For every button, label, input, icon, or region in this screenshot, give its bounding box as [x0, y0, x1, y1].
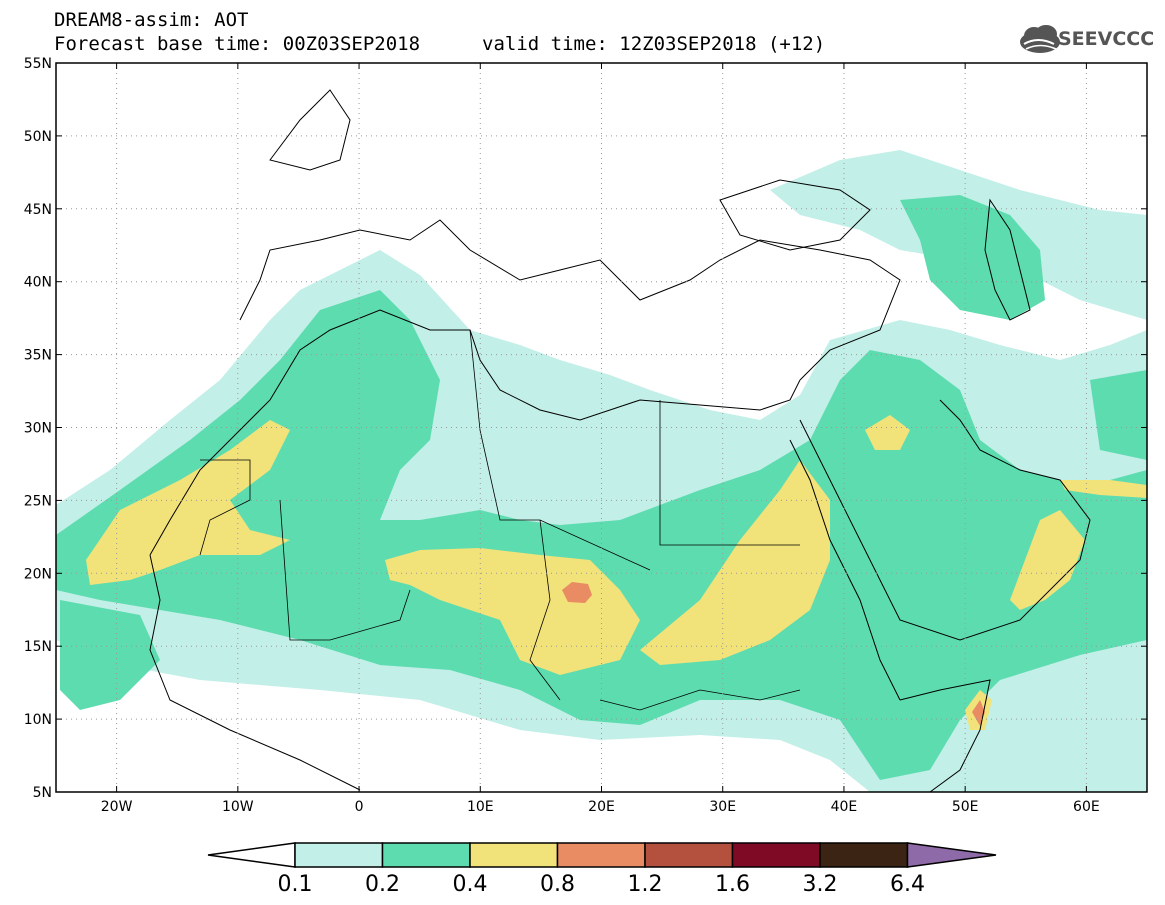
aot-field-0.4-gulf	[1060, 480, 1147, 498]
cloud-icon	[1020, 25, 1060, 53]
border-3	[659, 400, 800, 546]
lat-tick-label: 45N	[24, 202, 52, 218]
forecast-base-time: Forecast base time: 00Z03SEP2018	[54, 33, 421, 55]
lat-tick-label: 50N	[24, 129, 52, 145]
aot-field-0.2-west	[60, 600, 160, 710]
lat-tick-label: 55N	[24, 56, 52, 72]
aot-field-0.2-caspian	[900, 195, 1045, 320]
lat-tick-label: 25N	[24, 493, 52, 509]
border-4	[469, 329, 651, 571]
aot-field-0.4-sudan	[640, 460, 830, 665]
aot-contours	[56, 150, 1147, 792]
lon-tick-label: 30E	[709, 799, 736, 815]
colorbar-level-label: 0.2	[365, 872, 400, 897]
coastlines	[149, 89, 1091, 792]
lon-tick-label: 40E	[831, 799, 858, 815]
lon-tick-label: 50E	[952, 799, 979, 815]
colorbar-segment	[469, 842, 559, 868]
coast-red-sea	[789, 439, 901, 701]
colorbar-segment	[731, 842, 821, 868]
coast-horn	[899, 679, 991, 792]
aot-field-0.4-oman	[1010, 510, 1085, 610]
colorbar-segment	[294, 842, 384, 868]
lon-tick-label: 10W	[222, 799, 254, 815]
lat-tick-label: 30N	[24, 421, 52, 437]
colorbar-level-label: 0.4	[452, 872, 488, 897]
colorbar-level-label: 1.2	[627, 872, 663, 897]
coast-africa-west	[149, 554, 361, 791]
colorbar-level-label: 0.8	[540, 872, 575, 897]
aot-field-0.8-chad	[562, 582, 592, 603]
aot-field-0.2	[56, 290, 1147, 780]
aot-field-0.4-west	[86, 420, 290, 585]
lon-tick-label: 0	[355, 799, 364, 815]
lat-tick-label: 5N	[33, 785, 52, 801]
colorbar-level-label: 1.6	[715, 872, 750, 897]
border-1	[279, 499, 411, 641]
coast-black-sea	[719, 179, 871, 251]
coast-europe	[239, 219, 901, 381]
border-5	[199, 459, 251, 556]
colorbar-segment	[644, 842, 734, 868]
lon-tick-label: 20E	[588, 799, 615, 815]
axis-ticks: 20W 10W 0 10E 20E 30E 40E 50E 60E 55N 50N 45N 40N 35N…	[24, 56, 1147, 815]
lon-tick-label: 20W	[101, 799, 133, 815]
colorbar-above-triangle	[906, 842, 997, 868]
lat-tick-label: 20N	[24, 566, 52, 582]
valid-time: valid time: 12Z03SEP2018 (+12)	[482, 33, 826, 55]
coast-arabia	[799, 399, 1091, 641]
lat-tick-label: 40N	[24, 275, 52, 291]
border-2	[529, 519, 561, 701]
colorbar-level-label: 0.1	[277, 872, 313, 897]
colorbar-level-label: 6.4	[890, 872, 925, 897]
coast-caspian	[984, 198, 1031, 321]
logo-text: SEEVCCC	[1058, 28, 1155, 50]
product-title: DREAM8-assim: AOT	[54, 9, 249, 31]
colorbar-segment	[819, 842, 909, 868]
border-6	[599, 689, 801, 711]
lat-tick-label: 15N	[24, 639, 52, 655]
aot-field-0.4-arabia	[865, 415, 910, 450]
map-grid	[56, 63, 1147, 792]
lon-tick-label: 10E	[467, 799, 494, 815]
aot-field-0.2-iran	[1090, 370, 1147, 460]
coast-uk	[269, 89, 351, 171]
colorbar-segment	[381, 842, 471, 868]
colorbar-below-triangle	[207, 842, 296, 868]
aot-field-0.4-sahel	[385, 548, 640, 675]
lon-tick-label: 60E	[1073, 799, 1100, 815]
lat-tick-label: 35N	[24, 348, 52, 364]
colorbar-level-label: 3.2	[802, 872, 838, 897]
colorbar	[207, 842, 997, 868]
lat-tick-label: 10N	[24, 712, 52, 728]
colorbar-segment	[556, 842, 646, 868]
